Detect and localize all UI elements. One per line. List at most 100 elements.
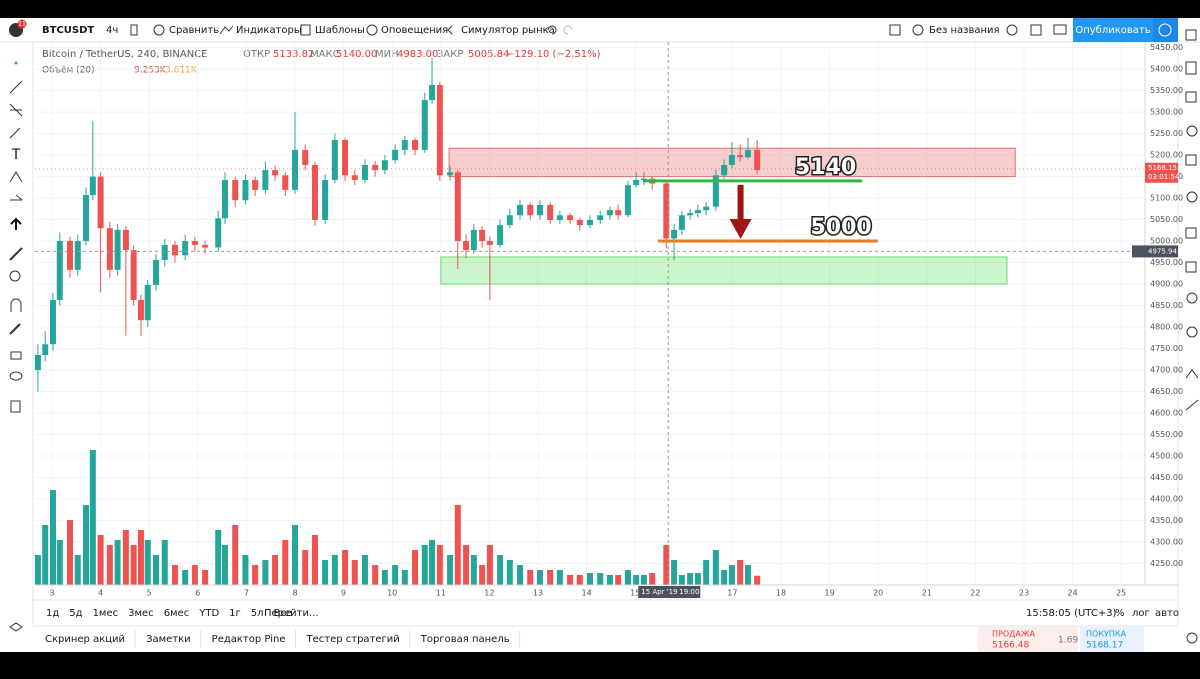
redo[interactable] bbox=[563, 25, 573, 35]
compare-icon[interactable] bbox=[153, 24, 165, 36]
snapshot-icon[interactable] bbox=[1053, 24, 1067, 35]
layers-tool[interactable] bbox=[9, 622, 23, 632]
chat-icon[interactable] bbox=[1185, 227, 1197, 239]
candle-body bbox=[663, 183, 670, 239]
range-button[interactable]: 3мес bbox=[128, 608, 154, 619]
brush-tool[interactable] bbox=[9, 127, 21, 139]
symbol[interactable]: BTCUSDT bbox=[42, 25, 94, 36]
range-button[interactable]: Все bbox=[274, 608, 293, 619]
hotlist-icon[interactable] bbox=[1185, 369, 1199, 379]
trendline-tool[interactable] bbox=[9, 80, 23, 94]
text-tool-icon[interactable]: T bbox=[11, 147, 21, 163]
alerts-panel-icon[interactable] bbox=[1186, 125, 1198, 137]
layout-icon[interactable] bbox=[889, 24, 901, 36]
ruler-tool[interactable] bbox=[9, 247, 23, 261]
layout-name[interactable]: Без названия bbox=[929, 25, 1000, 36]
candle-body bbox=[712, 175, 719, 207]
y-tick-label: 4600.00 bbox=[1150, 409, 1183, 418]
ideas-icon[interactable] bbox=[1186, 191, 1198, 203]
x-tick-label: 3 bbox=[49, 589, 54, 598]
sell-box[interactable] bbox=[978, 627, 1078, 652]
candle-body bbox=[737, 155, 744, 158]
bottom-tab[interactable]: Скринер акций bbox=[45, 634, 125, 645]
lock-draw-tool[interactable] bbox=[9, 323, 21, 335]
bottom-tab[interactable]: Тестер стратегий bbox=[306, 634, 400, 645]
indicators-icon[interactable] bbox=[219, 25, 234, 35]
range-button[interactable]: YTD bbox=[198, 608, 219, 619]
data-icon[interactable] bbox=[1185, 154, 1197, 166]
magnet-tool[interactable] bbox=[10, 298, 22, 312]
undo[interactable] bbox=[547, 25, 557, 35]
level-label: 5000 bbox=[810, 215, 871, 240]
zoom-tool[interactable] bbox=[9, 270, 21, 282]
publish-button[interactable] bbox=[1073, 18, 1153, 42]
arrow bbox=[729, 184, 752, 240]
range-button[interactable]: 1г bbox=[229, 608, 241, 619]
bottom-tab[interactable]: Редактор Pine bbox=[212, 634, 286, 645]
range-button[interactable]: 6мес bbox=[164, 608, 190, 619]
indicators[interactable]: Индикаторы bbox=[236, 25, 302, 36]
x-tick-label: 10 bbox=[387, 589, 397, 598]
candle-body bbox=[576, 219, 583, 226]
watchlist-icon[interactable] bbox=[1185, 29, 1197, 41]
cloud-icon[interactable] bbox=[912, 24, 924, 36]
x-tick-label: 25 bbox=[1116, 589, 1126, 598]
notifications-icon[interactable] bbox=[1186, 326, 1198, 338]
templates[interactable]: Шаблоны bbox=[315, 25, 365, 36]
fib-tool[interactable] bbox=[9, 103, 23, 117]
order-icon[interactable] bbox=[1185, 399, 1199, 411]
volume-bar bbox=[506, 560, 513, 585]
crosshair-time: 19:00 bbox=[679, 588, 699, 596]
visibility-tool[interactable] bbox=[9, 371, 23, 381]
volume-bar bbox=[311, 535, 318, 585]
volume-bar bbox=[49, 490, 56, 585]
candle-body bbox=[470, 229, 477, 251]
candle-body bbox=[83, 195, 90, 242]
auto-toggle[interactable]: авто bbox=[1155, 608, 1179, 619]
pattern-tool[interactable] bbox=[9, 171, 23, 183]
stream-button[interactable] bbox=[1153, 18, 1178, 42]
candle-body bbox=[66, 241, 73, 270]
x-tick-label: 18 bbox=[776, 589, 786, 598]
percent-toggle[interactable]: % bbox=[1115, 608, 1125, 619]
y-tick-label: 4400.00 bbox=[1150, 495, 1183, 504]
calls-icon[interactable] bbox=[1186, 292, 1198, 304]
range-button[interactable]: 5л bbox=[251, 608, 264, 619]
publish[interactable]: Опубликовать bbox=[1075, 25, 1150, 36]
range-button[interactable]: 5д bbox=[69, 608, 82, 619]
help-icon[interactable] bbox=[1186, 632, 1198, 644]
candle-body bbox=[361, 164, 368, 181]
volume-bar bbox=[83, 505, 90, 585]
x-tick-label: 7 bbox=[244, 589, 249, 598]
y-tick-label: 4800.00 bbox=[1150, 323, 1183, 332]
range-button[interactable]: 1д bbox=[46, 608, 59, 619]
bottom-tab[interactable]: Торговая панель bbox=[420, 634, 510, 645]
trash-tool[interactable] bbox=[10, 400, 21, 413]
y-tick-label: 5350.00 bbox=[1150, 86, 1183, 95]
buy-box[interactable] bbox=[1080, 627, 1144, 652]
chart-type-icon[interactable] bbox=[130, 24, 138, 36]
interval[interactable]: 4ч bbox=[106, 25, 118, 36]
compare[interactable]: Сравнить bbox=[169, 25, 219, 36]
alerts[interactable]: Оповещения bbox=[381, 25, 448, 36]
bottom-tab[interactable]: Заметки bbox=[146, 634, 191, 645]
calendar-icon[interactable] bbox=[1185, 61, 1197, 75]
streams-icon[interactable] bbox=[1185, 261, 1197, 273]
log-toggle[interactable]: лог bbox=[1132, 608, 1150, 619]
cursor-tool[interactable] bbox=[14, 61, 18, 65]
fullscreen-icon[interactable] bbox=[1030, 24, 1042, 36]
replay-icon[interactable] bbox=[447, 25, 453, 35]
lock-tool[interactable] bbox=[10, 351, 22, 360]
templates-icon[interactable] bbox=[300, 24, 311, 36]
candle-body bbox=[640, 178, 647, 181]
range-button[interactable]: 1мес bbox=[93, 608, 119, 619]
news-icon[interactable] bbox=[1185, 91, 1197, 103]
settings-icon[interactable] bbox=[1006, 24, 1018, 36]
replay[interactable]: Симулятор рынка bbox=[461, 25, 555, 36]
prediction-tool[interactable] bbox=[10, 194, 23, 201]
candle-body bbox=[311, 164, 318, 220]
volume-bar bbox=[576, 575, 583, 585]
arrow-tool[interactable] bbox=[10, 217, 22, 230]
alerts-icon[interactable] bbox=[366, 24, 378, 36]
goto[interactable]: Перейти... bbox=[264, 608, 319, 619]
